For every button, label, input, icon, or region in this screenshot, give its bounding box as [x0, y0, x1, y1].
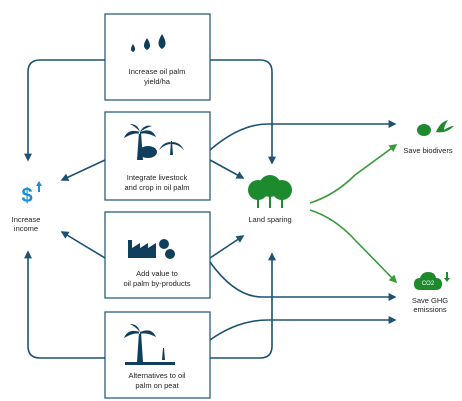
node-label: and crop in oil palm — [124, 183, 189, 192]
frog-icon — [417, 124, 431, 136]
green-arrow — [310, 145, 396, 203]
arrow — [210, 262, 395, 297]
arrow — [210, 236, 243, 258]
up-icon — [36, 181, 42, 192]
node-label: Increase oil palm — [129, 67, 186, 76]
outcome-label: income — [14, 224, 38, 233]
box: Integrate livestock and crop in oil palm — [105, 112, 210, 200]
cow-icon — [139, 146, 157, 158]
page: Increase oil palm yield/ha Integrate liv… — [0, 0, 462, 401]
outcome: Land sparing — [248, 175, 292, 224]
arrow — [210, 60, 272, 163]
arrow — [210, 320, 395, 340]
box: Increase oil palm yield/ha — [105, 14, 210, 100]
arrow — [62, 232, 105, 258]
node-label: Integrate livestock — [127, 173, 188, 182]
arrow — [62, 160, 105, 180]
outcome-label: Increase — [12, 215, 41, 224]
outcome-label: Save biodivers — [403, 146, 452, 155]
node-label: palm on peat — [135, 381, 179, 390]
box: Alternatives to oil palm on peat — [105, 312, 210, 398]
bird-icon — [436, 120, 454, 132]
nut-icon — [159, 239, 169, 249]
box-frame — [105, 14, 210, 100]
down-icon — [444, 272, 450, 282]
arrow — [210, 254, 272, 358]
arrow — [28, 60, 105, 160]
green-arrow — [310, 210, 396, 282]
node-label: Alternatives to oil — [128, 371, 185, 380]
dollar-icon: $ — [21, 185, 32, 207]
outcome: $ Increase income — [12, 181, 42, 233]
co2-label: CO2 — [422, 281, 435, 287]
tree-icon — [272, 180, 292, 200]
outcome-label: Save GHG — [412, 296, 448, 305]
node-label: Add value to — [136, 269, 178, 278]
node-label: oil palm by-products — [123, 279, 190, 288]
outcome: Save biodivers — [403, 120, 454, 155]
arrow — [28, 252, 105, 358]
outcome: CO2 Save GHG emissions — [412, 272, 450, 314]
diagram: Increase oil palm yield/ha Integrate liv… — [0, 0, 462, 401]
arrow — [210, 124, 395, 150]
connectors — [28, 60, 396, 358]
outcome-label: emissions — [413, 305, 447, 314]
arrow — [210, 160, 243, 178]
box: Add value to oil palm by-products — [105, 212, 210, 298]
outcome-label: Land sparing — [248, 215, 291, 224]
nut-icon — [165, 249, 175, 259]
node-label: yield/ha — [144, 77, 171, 86]
